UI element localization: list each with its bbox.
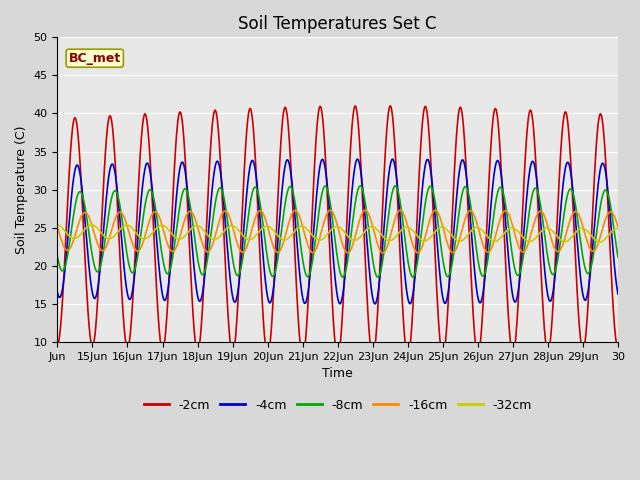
-32cm [307,231,315,237]
Y-axis label: Soil Temperature (C): Soil Temperature (C) [15,125,28,254]
-4cm [579,290,586,296]
-16cm [379,250,387,256]
-32cm [578,225,586,231]
Line: -32cm: -32cm [58,225,618,242]
-4cm [354,156,362,162]
-8cm [614,254,622,260]
-8cm [154,220,161,226]
-2cm [579,347,586,353]
Line: -8cm: -8cm [58,186,618,277]
-2cm [340,278,348,284]
-32cm [596,239,604,245]
Title: Soil Temperatures Set C: Soil Temperatures Set C [239,15,437,33]
-16cm [54,224,61,230]
-2cm [154,305,161,311]
Text: BC_met: BC_met [68,52,121,65]
-8cm [307,267,315,273]
-4cm [64,234,72,240]
-2cm [54,341,61,347]
-16cm [362,207,369,213]
-16cm [307,249,315,254]
-16cm [154,211,161,216]
-8cm [340,273,348,278]
Line: -2cm: -2cm [58,106,618,357]
-32cm [64,232,72,238]
-8cm [440,266,448,272]
Line: -16cm: -16cm [58,210,618,253]
-32cm [154,224,161,230]
-8cm [54,253,61,259]
-2cm [440,348,448,354]
-8cm [579,252,586,258]
-4cm [614,291,622,297]
Legend: -2cm, -4cm, -8cm, -16cm, -32cm: -2cm, -4cm, -8cm, -16cm, -32cm [138,394,537,417]
-32cm [54,222,61,228]
Line: -4cm: -4cm [58,159,618,304]
-8cm [356,183,364,189]
-2cm [64,193,72,199]
X-axis label: Time: Time [323,367,353,380]
-2cm [387,103,394,109]
-8cm [64,251,72,256]
-32cm [440,225,447,230]
-2cm [369,354,376,360]
-16cm [614,224,622,230]
-16cm [340,246,348,252]
-4cm [371,301,379,307]
-2cm [307,241,315,247]
-16cm [440,230,448,236]
-4cm [307,263,315,269]
-32cm [340,229,348,235]
-4cm [154,249,161,255]
-8cm [374,274,381,280]
-16cm [64,247,72,253]
-32cm [614,226,622,231]
-4cm [340,281,348,287]
-4cm [440,300,448,306]
-16cm [579,223,586,228]
-2cm [614,345,622,351]
-4cm [54,289,61,295]
